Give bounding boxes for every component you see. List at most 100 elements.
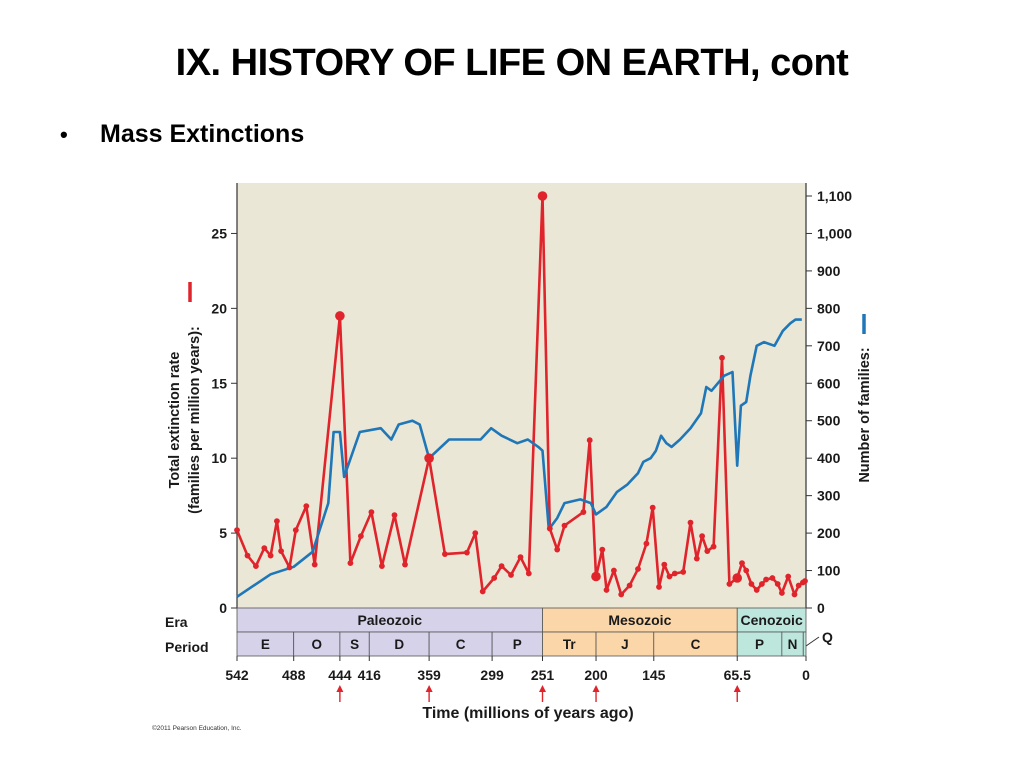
period-row-label: Period (165, 639, 209, 655)
extinction-point (424, 453, 434, 464)
extinction-point (311, 561, 318, 568)
extinction-point (267, 552, 274, 559)
extinction-point (743, 567, 750, 574)
extinction-point (303, 503, 310, 509)
period-band (368, 631, 430, 657)
extinction-point (292, 527, 299, 533)
period-label: J (621, 637, 629, 652)
extinction-point (769, 575, 776, 581)
extinction-point (479, 588, 486, 595)
x-tick-label: 65.5 (724, 667, 751, 683)
extinction-point (802, 578, 808, 584)
y-left-tick-label: 25 (211, 225, 227, 241)
extinction-point (611, 567, 617, 574)
period-label: P (755, 637, 764, 652)
extinction-point (791, 591, 798, 598)
extinction-point (599, 546, 606, 553)
x-tick-label: 542 (225, 667, 249, 683)
y-axis-right-label-text: Number of families: (857, 347, 873, 482)
extinction-point (517, 554, 524, 560)
extinction-point (244, 552, 251, 559)
extinction-point (763, 576, 769, 583)
bullet-dot: • (60, 121, 68, 147)
extinction-point (464, 549, 470, 556)
y-left-tick-label: 5 (219, 525, 227, 541)
extinction-point (603, 587, 610, 593)
period-band (428, 631, 493, 657)
extinction-point (234, 527, 240, 533)
period-band (236, 631, 295, 657)
extinction-point (732, 573, 742, 583)
y-axis-left-label-line2: (families per million years): (187, 326, 203, 514)
y-right-tick-label: 700 (817, 338, 841, 354)
extinction-point (253, 563, 259, 569)
x-tick-label: 359 (417, 667, 441, 683)
extinction-point (680, 569, 687, 575)
y-left-tick-label: 15 (211, 375, 227, 391)
extinction-point (491, 575, 498, 581)
period-label: N (788, 637, 798, 652)
extinction-point (358, 533, 364, 539)
period-label: D (394, 637, 404, 652)
y-right-tick-label: 800 (817, 300, 841, 316)
extinction-point (498, 563, 505, 569)
extinction-point (402, 561, 408, 568)
era-band (236, 607, 543, 633)
quaternary-leader-line (805, 636, 820, 647)
period-band (339, 631, 370, 657)
era-band (736, 607, 807, 633)
y-right-tick-label: 500 (817, 413, 841, 429)
x-tick-label: 251 (531, 667, 555, 683)
extinction-point (335, 311, 345, 321)
x-tick-label: 416 (358, 667, 382, 683)
extinction-point (379, 563, 385, 569)
x-tick-label: 0 (802, 667, 810, 683)
y-right-tick-label: 900 (817, 263, 841, 279)
extinction-point (347, 560, 354, 566)
bullet-text: Mass Extinctions (100, 120, 305, 148)
x-axis-label: Time (millions of years ago) (422, 705, 633, 722)
extinction-arrowhead-icon (733, 685, 741, 692)
extinction-point (561, 522, 568, 529)
y-left-tick-label: 20 (211, 300, 227, 316)
extinction-point (580, 509, 587, 515)
extinction-arrowhead-icon (538, 685, 546, 692)
extinction-point (699, 533, 705, 539)
period-label: O (312, 637, 323, 652)
x-tick-label: 299 (480, 667, 504, 683)
extinction-point (472, 530, 479, 536)
extinction-point (635, 566, 641, 572)
extinction-arrowhead-icon (336, 685, 344, 692)
period-label: C (456, 637, 466, 652)
extinction-point (656, 584, 662, 590)
extinction-point (546, 525, 553, 532)
y-left-tick-label: 0 (219, 600, 227, 616)
period-band (653, 631, 738, 657)
extinction-point (274, 518, 280, 524)
x-tick-label: 145 (642, 667, 666, 683)
families-line (236, 318, 802, 598)
y-axis-left-label-line1: Total extinction rate (167, 352, 183, 489)
era-row-label: Era (165, 614, 188, 630)
copyright-notice: ©2011 Pearson Education, Inc. (152, 724, 242, 732)
y-right-tick-label: 200 (817, 525, 841, 541)
extinction-point (442, 551, 448, 557)
extinction-point (649, 504, 656, 511)
extinction-point (671, 570, 678, 577)
period-label: P (513, 637, 522, 652)
extinction-point (391, 512, 398, 518)
y-right-tick-label: 1,100 (817, 188, 852, 204)
extinction-point (525, 570, 532, 577)
extinction-point (759, 581, 765, 587)
extinction-point (278, 548, 284, 554)
geologic-time-bands: Paleozoic Mesozoic Cenozoic E O S D C P Tr J C P N Q (236, 607, 833, 657)
slide-title: IX. HISTORY OF LIFE ON EARTH, cont (175, 42, 849, 84)
y-right-tick-label: 1,000 (817, 225, 852, 241)
y-right-tick-label: 600 (817, 375, 841, 391)
y-right-tick-label: 300 (817, 488, 841, 504)
y-axis-left-label: Total extinction rate (families per mill… (167, 326, 203, 514)
extinction-arrowhead-icon (592, 685, 600, 692)
y-right-tick-label: 400 (817, 450, 841, 466)
extinction-point (591, 571, 601, 582)
